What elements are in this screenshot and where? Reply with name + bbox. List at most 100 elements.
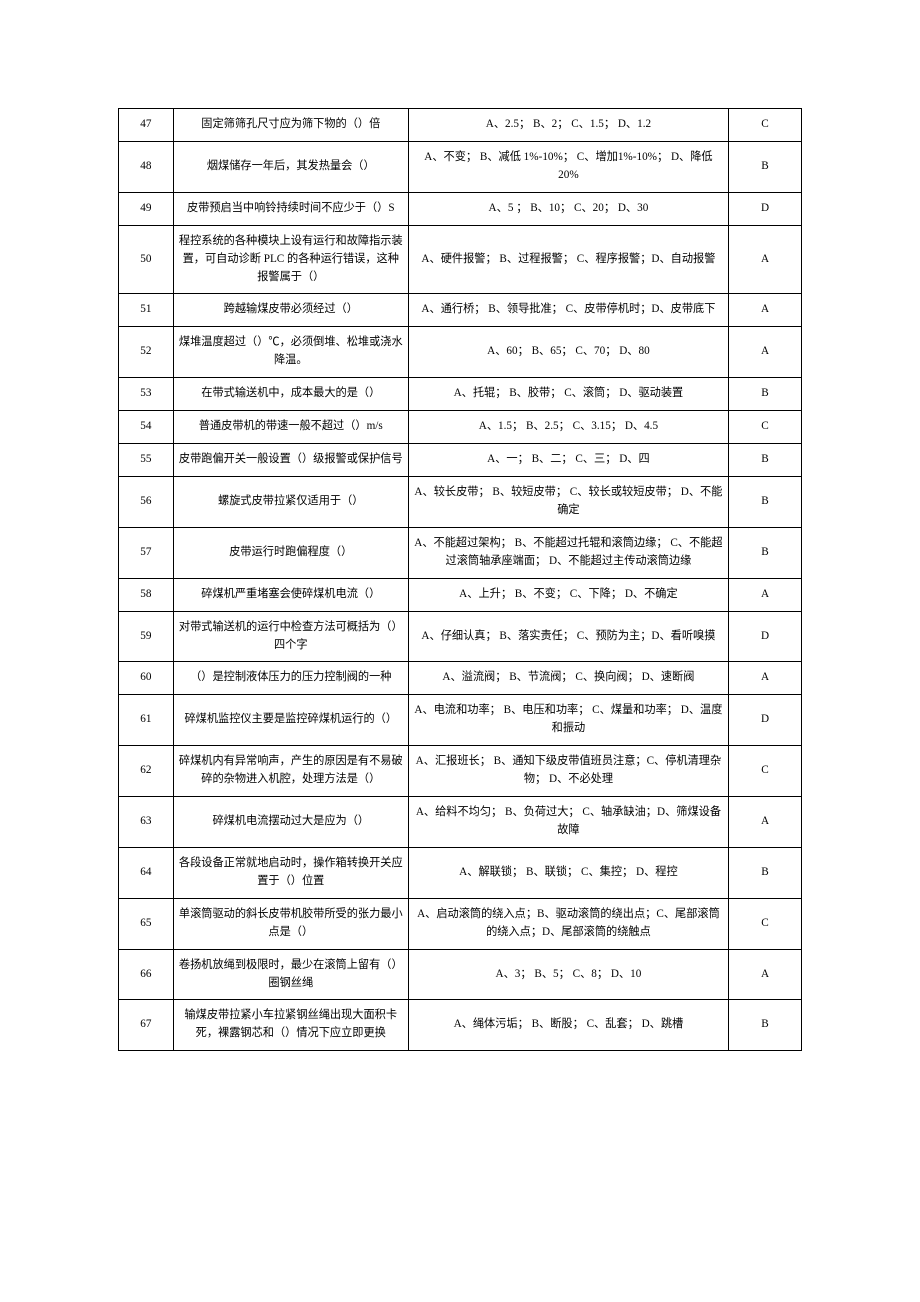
- cell-options: A、不变； B、减低 1%-10%； C、增加1%-10%； D、降低 20%: [408, 141, 728, 192]
- cell-question: 各段设备正常就地启动时，操作箱转换开关应置于（）位置: [173, 847, 408, 898]
- cell-answer: A: [729, 797, 802, 848]
- table-row: 55皮带跑偏开关一般设置（）级报警或保护信号A、一； B、二； C、三； D、四…: [119, 444, 802, 477]
- cell-options: A、硬件报警； B、过程报警； C、程序报警；D、自动报警: [408, 225, 728, 294]
- cell-question: 皮带预启当中响铃持续时间不应少于（）S: [173, 192, 408, 225]
- table-row: 51跨越输煤皮带必须经过（）A、通行桥； B、领导批准； C、皮带停机时；D、皮…: [119, 294, 802, 327]
- cell-options: A、绳体污垢； B、断股； C、乱套； D、跳槽: [408, 1000, 728, 1051]
- cell-number: 47: [119, 109, 174, 142]
- cell-answer: B: [729, 847, 802, 898]
- cell-answer: A: [729, 294, 802, 327]
- cell-number: 53: [119, 378, 174, 411]
- cell-number: 57: [119, 527, 174, 578]
- cell-number: 62: [119, 746, 174, 797]
- cell-number: 52: [119, 327, 174, 378]
- cell-answer: A: [729, 949, 802, 1000]
- cell-question: 普通皮带机的带速一般不超过（）m/s: [173, 411, 408, 444]
- cell-question: 煤堆温度超过（）℃，必须倒堆、松堆或浇水降温。: [173, 327, 408, 378]
- cell-number: 67: [119, 1000, 174, 1051]
- table-row: 59对带式输送机的运行中检查方法可概括为（）四个字A、仔细认真； B、落实责任；…: [119, 611, 802, 662]
- cell-options: A、给料不均匀； B、负荷过大； C、轴承缺油；D、筛煤设备故障: [408, 797, 728, 848]
- cell-answer: A: [729, 578, 802, 611]
- cell-answer: B: [729, 527, 802, 578]
- table-row: 53在带式输送机中，成本最大的是（）A、托辊； B、胶带； C、滚筒； D、驱动…: [119, 378, 802, 411]
- cell-options: A、较长皮带； B、较短皮带； C、较长或较短皮带； D、不能确定: [408, 476, 728, 527]
- cell-options: A、一； B、二； C、三； D、四: [408, 444, 728, 477]
- cell-question: 在带式输送机中，成本最大的是（）: [173, 378, 408, 411]
- cell-options: A、托辊； B、胶带； C、滚筒； D、驱动装置: [408, 378, 728, 411]
- cell-number: 64: [119, 847, 174, 898]
- cell-number: 54: [119, 411, 174, 444]
- cell-answer: C: [729, 411, 802, 444]
- table-row: 54普通皮带机的带速一般不超过（）m/sA、1.5； B、2.5； C、3.15…: [119, 411, 802, 444]
- table-row: 48烟煤储存一年后，其发热量会（）A、不变； B、减低 1%-10%； C、增加…: [119, 141, 802, 192]
- table-row: 56螺旋式皮带拉紧仅适用于（）A、较长皮带； B、较短皮带； C、较长或较短皮带…: [119, 476, 802, 527]
- table-row: 50程控系统的各种模块上设有运行和故障指示装置，可自动诊断 PLC 的各种运行错…: [119, 225, 802, 294]
- cell-answer: B: [729, 476, 802, 527]
- cell-options: A、溢流阀； B、节流阀； C、换向阀； D、速断阀: [408, 662, 728, 695]
- table-row: 58碎煤机严重堵塞会使碎煤机电流（）A、上升； B、不变； C、下降； D、不确…: [119, 578, 802, 611]
- table-row: 66卷扬机放绳到极限时，最少在滚筒上留有（）圈钢丝绳A、3； B、5； C、8；…: [119, 949, 802, 1000]
- table-row: 63碎煤机电流摆动过大是应为（）A、给料不均匀； B、负荷过大； C、轴承缺油；…: [119, 797, 802, 848]
- cell-number: 65: [119, 898, 174, 949]
- table-row: 47固定筛筛孔尺寸应为筛下物的（）倍A、2.5； B、2； C、1.5； D、1…: [119, 109, 802, 142]
- cell-question: 输煤皮带拉紧小车拉紧钢丝绳出现大面积卡死，裸露钢芯和（）情况下应立即更换: [173, 1000, 408, 1051]
- cell-question: 碎煤机电流摆动过大是应为（）: [173, 797, 408, 848]
- cell-number: 58: [119, 578, 174, 611]
- table-row: 65单滚筒驱动的斜长皮带机胶带所受的张力最小点是（）A、启动滚筒的绕入点；B、驱…: [119, 898, 802, 949]
- cell-options: A、汇报班长； B、通知下级皮带值班员注意；C、停机清理杂物； D、不必处理: [408, 746, 728, 797]
- page-container: 47固定筛筛孔尺寸应为筛下物的（）倍A、2.5； B、2； C、1.5； D、1…: [0, 0, 920, 1091]
- cell-question: 对带式输送机的运行中检查方法可概括为（）四个字: [173, 611, 408, 662]
- cell-number: 50: [119, 225, 174, 294]
- cell-options: A、电流和功率； B、电压和功率； C、煤量和功率； D、温度和振动: [408, 695, 728, 746]
- table-row: 67输煤皮带拉紧小车拉紧钢丝绳出现大面积卡死，裸露钢芯和（）情况下应立即更换A、…: [119, 1000, 802, 1051]
- cell-question: （）是控制液体压力的压力控制阀的一种: [173, 662, 408, 695]
- cell-question: 螺旋式皮带拉紧仅适用于（）: [173, 476, 408, 527]
- cell-options: A、60； B、65； C、70； D、80: [408, 327, 728, 378]
- cell-options: A、1.5； B、2.5； C、3.15； D、4.5: [408, 411, 728, 444]
- cell-options: A、2.5； B、2； C、1.5； D、1.2: [408, 109, 728, 142]
- cell-answer: B: [729, 444, 802, 477]
- cell-number: 63: [119, 797, 174, 848]
- cell-number: 60: [119, 662, 174, 695]
- cell-options: A、不能超过架构； B、不能超过托辊和滚筒边缘； C、不能超过滚筒轴承座端面； …: [408, 527, 728, 578]
- cell-options: A、上升； B、不变； C、下降； D、不确定: [408, 578, 728, 611]
- table-row: 64各段设备正常就地启动时，操作箱转换开关应置于（）位置A、解联锁； B、联锁；…: [119, 847, 802, 898]
- cell-question: 碎煤机严重堵塞会使碎煤机电流（）: [173, 578, 408, 611]
- cell-options: A、解联锁； B、联锁； C、集控； D、程控: [408, 847, 728, 898]
- cell-answer: C: [729, 898, 802, 949]
- cell-question: 碎煤机内有异常响声，产生的原因是有不易破碎的杂物进入机腔，处理方法是（）: [173, 746, 408, 797]
- cell-answer: B: [729, 141, 802, 192]
- cell-question: 跨越输煤皮带必须经过（）: [173, 294, 408, 327]
- table-row: 49皮带预启当中响铃持续时间不应少于（）SA、5 ； B、10； C、20； D…: [119, 192, 802, 225]
- cell-question: 皮带跑偏开关一般设置（）级报警或保护信号: [173, 444, 408, 477]
- cell-question: 单滚筒驱动的斜长皮带机胶带所受的张力最小点是（）: [173, 898, 408, 949]
- cell-question: 碎煤机监控仪主要是监控碎煤机运行的（）: [173, 695, 408, 746]
- cell-number: 55: [119, 444, 174, 477]
- cell-answer: A: [729, 662, 802, 695]
- cell-options: A、5 ； B、10； C、20； D、30: [408, 192, 728, 225]
- cell-answer: C: [729, 109, 802, 142]
- cell-number: 66: [119, 949, 174, 1000]
- table-row: 52煤堆温度超过（）℃，必须倒堆、松堆或浇水降温。A、60； B、65； C、7…: [119, 327, 802, 378]
- cell-options: A、仔细认真； B、落实责任； C、预防为主；D、看听嗅摸: [408, 611, 728, 662]
- cell-answer: D: [729, 611, 802, 662]
- cell-number: 61: [119, 695, 174, 746]
- cell-question: 皮带运行时跑偏程度（）: [173, 527, 408, 578]
- cell-answer: D: [729, 695, 802, 746]
- cell-answer: B: [729, 378, 802, 411]
- table-row: 61碎煤机监控仪主要是监控碎煤机运行的（）A、电流和功率； B、电压和功率； C…: [119, 695, 802, 746]
- cell-question: 程控系统的各种模块上设有运行和故障指示装置，可自动诊断 PLC 的各种运行错误，…: [173, 225, 408, 294]
- cell-options: A、3； B、5； C、8； D、10: [408, 949, 728, 1000]
- cell-number: 49: [119, 192, 174, 225]
- cell-options: A、启动滚筒的绕入点；B、驱动滚筒的绕出点；C、尾部滚筒的绕入点；D、尾部滚筒的…: [408, 898, 728, 949]
- cell-question: 烟煤储存一年后，其发热量会（）: [173, 141, 408, 192]
- cell-number: 56: [119, 476, 174, 527]
- cell-number: 51: [119, 294, 174, 327]
- cell-number: 48: [119, 141, 174, 192]
- cell-number: 59: [119, 611, 174, 662]
- cell-answer: A: [729, 327, 802, 378]
- cell-answer: C: [729, 746, 802, 797]
- cell-question: 固定筛筛孔尺寸应为筛下物的（）倍: [173, 109, 408, 142]
- cell-answer: B: [729, 1000, 802, 1051]
- cell-options: A、通行桥； B、领导批准； C、皮带停机时；D、皮带底下: [408, 294, 728, 327]
